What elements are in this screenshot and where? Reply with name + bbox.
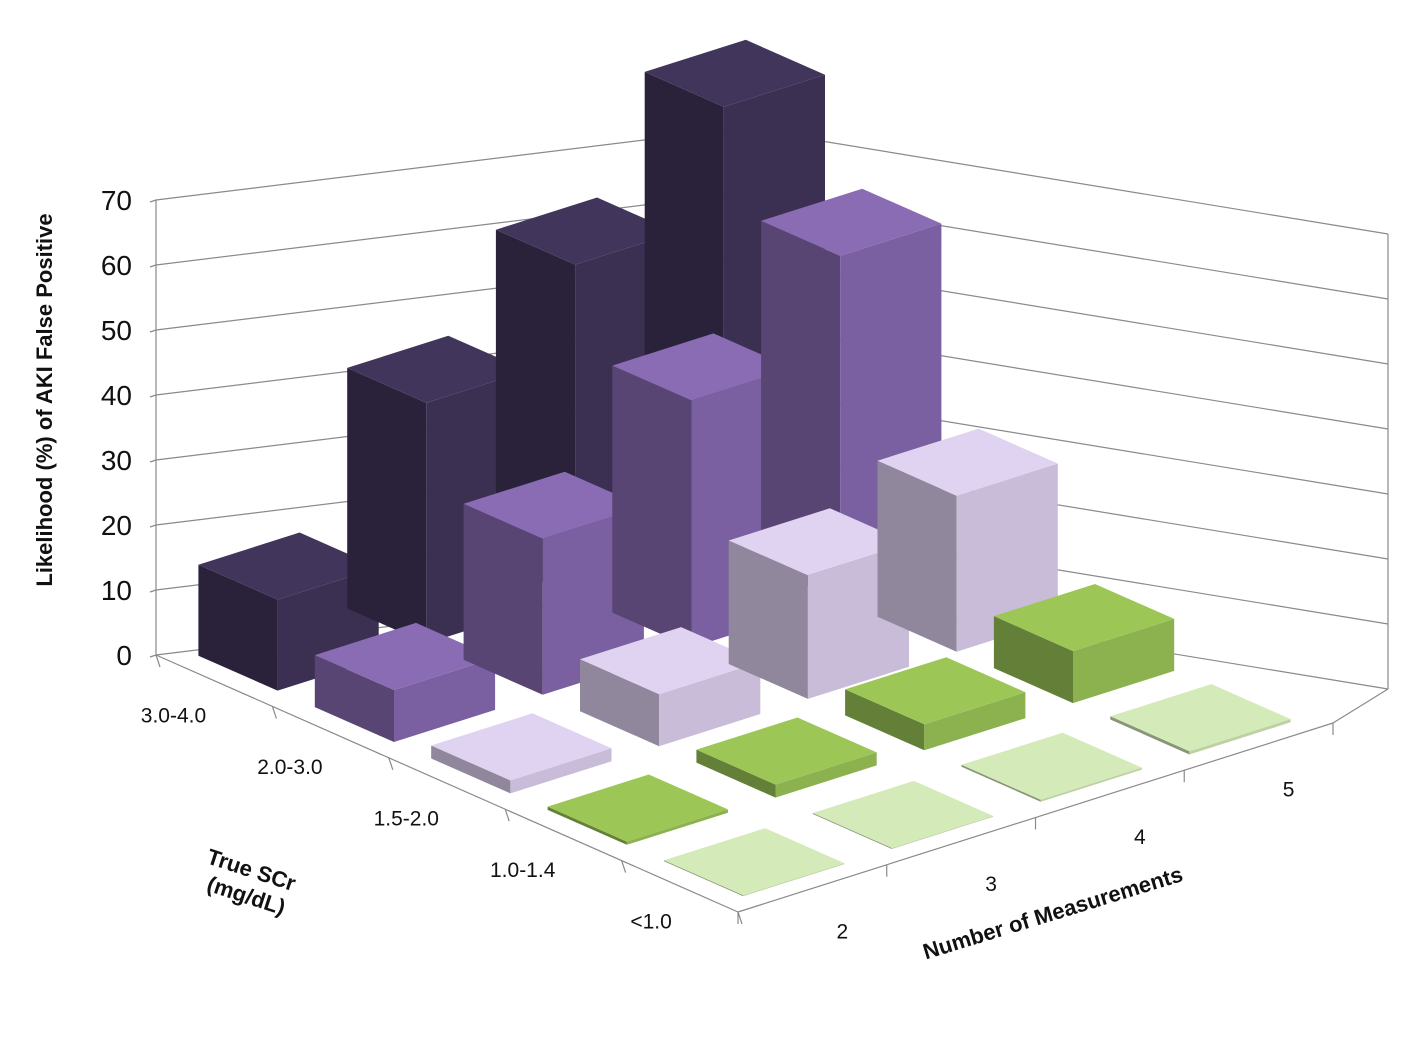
bar-front-face — [510, 748, 612, 794]
y-tick-label: 30 — [101, 445, 132, 476]
bar-top-face — [198, 532, 379, 600]
bar-top-face — [580, 627, 761, 695]
bar-side-face — [812, 813, 892, 849]
bar-front-face — [775, 752, 877, 798]
x-axis-title: Number of Measurements — [920, 861, 1186, 964]
bar — [580, 627, 761, 747]
bar-side-face — [431, 745, 511, 794]
bar-top-face — [761, 188, 942, 256]
bar — [993, 584, 1175, 704]
depth-tick-label: 3.0-4.0 — [141, 705, 206, 728]
depth-tick — [388, 757, 394, 770]
y-tick-label: 20 — [101, 510, 132, 541]
bar-front-face — [924, 692, 1026, 751]
bar-top-face — [812, 780, 994, 848]
bar-side-face — [580, 659, 660, 747]
x-tick-label: 5 — [1283, 779, 1295, 802]
bar-top-face — [696, 717, 877, 785]
bar-front-face — [1189, 719, 1291, 755]
bar-front-face — [1073, 618, 1175, 704]
bar-top-face — [347, 335, 528, 403]
bar-top-face — [612, 333, 793, 401]
bar-side-face — [1110, 716, 1190, 755]
bar-front-face — [626, 809, 728, 845]
bar — [547, 774, 728, 845]
bar-front-face — [394, 657, 496, 742]
depth-tick — [504, 809, 510, 822]
bar-side-face — [877, 460, 957, 652]
bar-top-face — [877, 428, 1058, 496]
depth-tick-label: 1.5-2.0 — [374, 808, 439, 831]
y-tick-label: 0 — [116, 640, 132, 671]
bar-front-face — [1040, 767, 1142, 802]
bar-side-face — [314, 655, 394, 742]
gridline — [149, 192, 1389, 300]
bar-side-face — [728, 540, 808, 699]
depth-tick — [155, 654, 161, 668]
bar-top-face — [314, 622, 496, 690]
depth-axis-title: True SCr (mg/dL) — [196, 844, 305, 923]
depth-tick-label: 1.0-1.4 — [490, 859, 556, 882]
bar-top-face — [644, 39, 825, 107]
bar — [1110, 684, 1291, 755]
y-tick-label: 70 — [101, 185, 132, 216]
x-tick-label: 4 — [1134, 826, 1146, 849]
bar-side-face — [664, 860, 744, 897]
bar-top-face — [463, 471, 644, 539]
x-tick-label: 2 — [837, 920, 849, 943]
floor-right-edge — [1332, 688, 1389, 724]
bar — [314, 622, 496, 742]
bar-front-face — [659, 662, 761, 747]
bar-top-face — [495, 197, 677, 265]
bar-top-face — [993, 584, 1175, 652]
bar-top-face — [845, 657, 1026, 725]
depth-tick — [271, 706, 277, 719]
bar-side-face — [696, 749, 776, 798]
x-tick-label: 3 — [985, 873, 997, 896]
bar-top-face — [431, 713, 612, 781]
gridline — [149, 257, 1389, 365]
bar-side-face — [612, 365, 692, 648]
bar-top-face — [1110, 684, 1291, 752]
bar-front-face — [743, 863, 845, 897]
bar-top-face — [547, 774, 728, 842]
bar — [845, 657, 1026, 751]
y-tick-label: 60 — [101, 250, 132, 281]
bar — [696, 717, 877, 798]
bar-side-face — [961, 764, 1041, 802]
bar-side-face — [845, 689, 925, 751]
bar — [431, 713, 612, 794]
floor-left-edge — [155, 654, 739, 913]
bar-side-face — [993, 616, 1073, 704]
bar-side-face — [463, 503, 543, 695]
y-tick-label: 50 — [101, 315, 132, 346]
bar-side-face — [198, 564, 278, 691]
bar-top-face — [664, 828, 845, 896]
gridline — [149, 127, 1389, 235]
y-tick-label: 40 — [101, 380, 132, 411]
depth-tick — [621, 860, 627, 873]
bar — [812, 780, 994, 849]
bar-top-face — [961, 732, 1142, 800]
chart-bars — [198, 39, 1291, 897]
y-axis-title: Likelihood (%) of AKI False Positive — [32, 213, 57, 586]
bar — [664, 828, 845, 897]
depth-tick — [737, 911, 743, 925]
y-tick-label: 10 — [101, 575, 132, 606]
depth-tick-label: <1.0 — [630, 910, 671, 933]
depth-tick-label: 2.0-3.0 — [257, 756, 322, 779]
bar-side-face — [761, 220, 841, 601]
bar — [961, 732, 1142, 802]
bar-side-face — [347, 367, 427, 644]
bar-side-face — [547, 806, 627, 845]
bar-front-face — [891, 815, 994, 849]
bar-top-face — [728, 508, 909, 576]
